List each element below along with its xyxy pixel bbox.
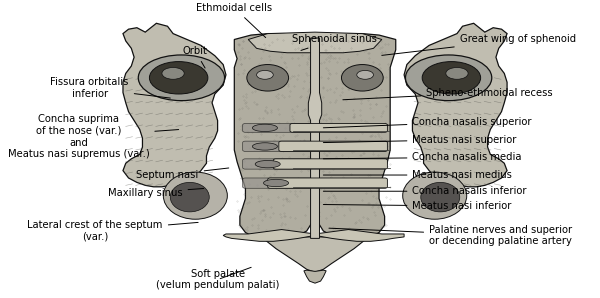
Ellipse shape [163,172,227,219]
Text: Maxillary sinus: Maxillary sinus [108,188,204,198]
Ellipse shape [422,62,481,94]
FancyBboxPatch shape [290,123,388,132]
Polygon shape [265,237,365,272]
Polygon shape [304,270,326,283]
FancyBboxPatch shape [268,178,388,188]
Ellipse shape [421,182,460,212]
Text: Septum nasi: Septum nasi [136,168,229,180]
Ellipse shape [257,70,273,79]
Ellipse shape [263,179,289,187]
Ellipse shape [170,182,209,212]
Text: Ethmoidal cells: Ethmoidal cells [196,3,272,38]
Ellipse shape [255,160,280,168]
Ellipse shape [253,124,277,132]
Text: Fissura orbitalis
inferior: Fissura orbitalis inferior [50,77,170,99]
Ellipse shape [406,55,492,101]
Ellipse shape [446,67,468,79]
Ellipse shape [162,67,184,79]
Text: Meatus nasi inferior: Meatus nasi inferior [323,201,512,211]
Polygon shape [308,38,322,238]
Text: Meatus nasi medius: Meatus nasi medius [323,170,512,180]
Text: Great wing of sphenoid: Great wing of sphenoid [382,35,576,55]
Ellipse shape [403,172,467,219]
Ellipse shape [247,65,289,91]
FancyBboxPatch shape [242,123,312,132]
Polygon shape [123,23,226,187]
FancyBboxPatch shape [242,178,312,188]
Ellipse shape [253,143,277,150]
Ellipse shape [138,55,224,101]
Text: Concha nasalis superior: Concha nasalis superior [323,117,532,128]
FancyBboxPatch shape [242,159,312,169]
FancyBboxPatch shape [279,141,388,151]
Polygon shape [235,34,396,238]
Text: Lateral crest of the septum
(var.): Lateral crest of the septum (var.) [28,220,198,242]
FancyBboxPatch shape [273,159,388,169]
Text: Concha nasalis media: Concha nasalis media [323,152,522,162]
Ellipse shape [357,70,373,79]
FancyBboxPatch shape [242,141,312,151]
Text: Concha nasalis inferior: Concha nasalis inferior [323,186,527,196]
Polygon shape [404,23,507,187]
Text: Concha suprima
of the nose (var.)
and
Meatus nasi supremus (var.): Concha suprima of the nose (var.) and Me… [8,114,179,159]
Text: Soft palate
(velum pendulum palati): Soft palate (velum pendulum palati) [156,267,279,291]
Text: Spheno-ethmoidal recess: Spheno-ethmoidal recess [343,88,553,100]
Polygon shape [248,32,382,53]
Text: Sphenoidal sinus: Sphenoidal sinus [292,35,377,50]
Text: Orbit: Orbit [183,46,208,68]
Polygon shape [223,229,404,241]
Ellipse shape [341,65,383,91]
Ellipse shape [149,62,208,94]
Text: Palatine nerves and superior
or decending palatine artery: Palatine nerves and superior or decendin… [329,225,572,246]
Text: Meatus nasi superior: Meatus nasi superior [323,135,517,145]
